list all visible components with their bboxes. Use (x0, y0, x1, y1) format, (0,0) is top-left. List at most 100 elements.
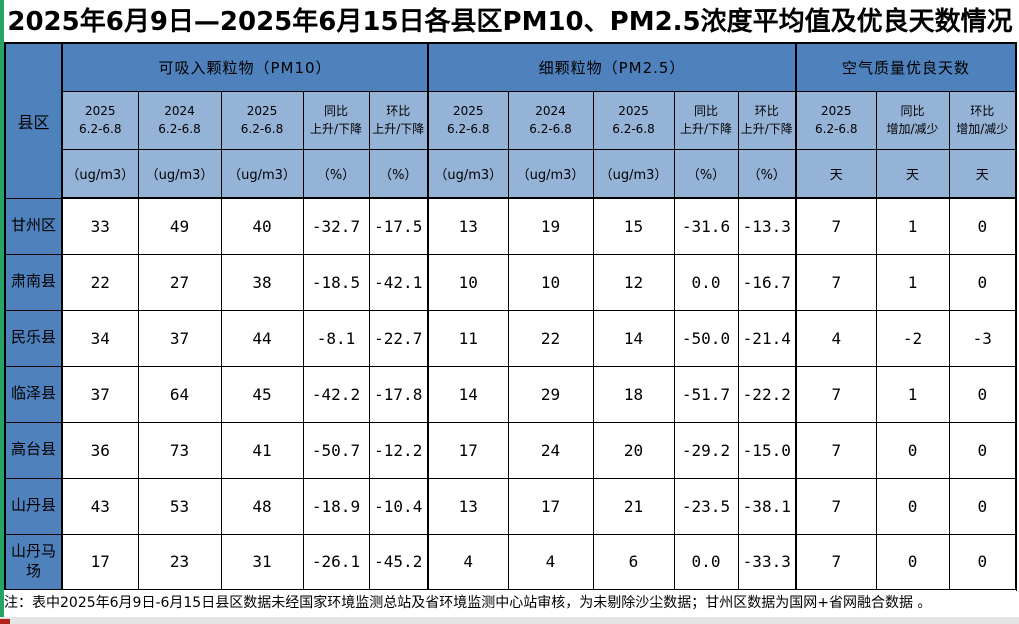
group-header-good-days: 空气质量优良天数 (795, 42, 1017, 92)
value-cell: 13 (427, 197, 509, 255)
table-row: 甘州区 33 49 40 -32.7 -17.5 13 19 15 -31.6 -13.3 7 1 0 (4, 197, 1017, 255)
value-cell: 7 (795, 365, 877, 423)
value-cell: 0 (948, 253, 1017, 311)
group-header-pm10: 可吸入颗粒物（PM10） (61, 42, 429, 92)
footnote: 注：表中2025年6月9日-6月15日县区数据未经国家环境监测总站及省环境监测中… (4, 590, 1016, 617)
value-cell: 34 (61, 309, 139, 367)
value-cell: 0.0 (673, 253, 739, 311)
value-cell: 36 (61, 421, 139, 479)
value-cell: -15.0 (737, 421, 797, 479)
unit-cell: （ug/m3） (507, 148, 594, 199)
value-cell: -26.1 (302, 533, 370, 591)
county-cell: 山丹县 (4, 477, 63, 535)
col-header-pm25-2024: 2024 6.2-6.8 (507, 90, 594, 150)
value-cell: 7 (795, 477, 877, 535)
value-cell: -51.7 (673, 365, 739, 423)
unit-cell: （ug/m3） (427, 148, 509, 199)
value-cell: 0 (875, 421, 950, 479)
value-cell: -21.4 (737, 309, 797, 367)
value-cell: 22 (507, 309, 594, 367)
value-cell: 7 (795, 253, 877, 311)
value-cell: -22.7 (368, 309, 429, 367)
county-column-header: 县区 (4, 42, 63, 199)
unit-cell: 天 (875, 148, 950, 199)
value-cell: 21 (592, 477, 675, 535)
value-cell: 23 (137, 533, 222, 591)
col-header-pm25-mom: 环比 上升/下降 (737, 90, 797, 150)
window-edge-bottom (0, 617, 1019, 624)
page-title: 2025年6月9日—2025年6月15日各县区PM10、PM2.5浓度平均值及优… (7, 7, 1013, 37)
value-cell: 11 (427, 309, 509, 367)
county-cell: 肃南县 (4, 253, 63, 311)
value-cell: -16.7 (737, 253, 797, 311)
value-cell: 4 (795, 309, 877, 367)
value-cell: -18.9 (302, 477, 370, 535)
table-row: 高台县 36 73 41 -50.7 -12.2 17 24 20 -29.2 -15.0 7 0 0 (4, 421, 1017, 479)
county-cell: 甘州区 (4, 197, 63, 255)
value-cell: 14 (427, 365, 509, 423)
value-cell: 64 (137, 365, 222, 423)
col-header-days-mom: 环比 增加/减少 (948, 90, 1017, 150)
value-cell: -45.2 (368, 533, 429, 591)
unit-cell: （ug/m3） (592, 148, 675, 199)
col-header-pm25-2025: 2025 6.2-6.8 (427, 90, 509, 150)
value-cell: -42.1 (368, 253, 429, 311)
value-cell: 22 (61, 253, 139, 311)
value-cell: 27 (137, 253, 222, 311)
table-row: 临泽县 37 64 45 -42.2 -17.8 14 29 18 -51.7 -22.2 7 1 0 (4, 365, 1017, 423)
value-cell: 48 (220, 477, 304, 535)
value-cell: 19 (507, 197, 594, 255)
value-cell: 73 (137, 421, 222, 479)
col-header-pm10-mom: 环比 上升/下降 (368, 90, 429, 150)
unit-cell: （%） (368, 148, 429, 199)
col-header-days-2025: 2025 6.2-6.8 (795, 90, 877, 150)
value-cell: -23.5 (673, 477, 739, 535)
window-corner-accent (0, 619, 10, 624)
value-cell: 53 (137, 477, 222, 535)
unit-cell: （ug/m3） (137, 148, 222, 199)
value-cell: 15 (592, 197, 675, 255)
value-cell: 41 (220, 421, 304, 479)
pm-data-table: 县区 可吸入颗粒物（PM10） 细颗粒物（PM2.5） 空气质量优良天数 202… (4, 42, 1018, 591)
value-cell: 0 (948, 197, 1017, 255)
value-cell: -17.5 (368, 197, 429, 255)
value-cell: 37 (137, 309, 222, 367)
value-cell: 0 (875, 533, 950, 591)
county-cell: 山丹马场 (4, 533, 63, 591)
value-cell: 4 (507, 533, 594, 591)
value-cell: -38.1 (737, 477, 797, 535)
value-cell: 40 (220, 197, 304, 255)
value-cell: -32.7 (302, 197, 370, 255)
table-row: 山丹马场 17 23 31 -26.1 -45.2 4 4 6 0.0 -33.3 7 0 0 (4, 533, 1017, 591)
value-cell: -2 (875, 309, 950, 367)
value-cell: 0 (948, 533, 1017, 591)
value-cell: -3 (948, 309, 1017, 367)
value-cell: 1 (875, 365, 950, 423)
value-cell: 10 (507, 253, 594, 311)
value-cell: 38 (220, 253, 304, 311)
col-header-pm25-yoy: 同比 上升/下降 (673, 90, 739, 150)
value-cell: 17 (507, 477, 594, 535)
value-cell: 17 (427, 421, 509, 479)
value-cell: -13.3 (737, 197, 797, 255)
value-cell: 0.0 (673, 533, 739, 591)
window-edge-left (0, 0, 4, 618)
period-header-row: 2025 6.2-6.8 2024 6.2-6.8 2025 6.2-6.8 同… (5, 90, 1017, 150)
value-cell: -18.5 (302, 253, 370, 311)
value-cell: 12 (592, 253, 675, 311)
value-cell: -31.6 (673, 197, 739, 255)
table-row: 肃南县 22 27 38 -18.5 -42.1 10 10 12 0.0 -16.7 7 1 0 (4, 253, 1017, 311)
value-cell: 18 (592, 365, 675, 423)
value-cell: 33 (61, 197, 139, 255)
value-cell: -42.2 (302, 365, 370, 423)
value-cell: 6 (592, 533, 675, 591)
units-header-row: （ug/m3） （ug/m3） （ug/m3） （%） （%） （ug/m3） … (5, 148, 1017, 199)
value-cell: 7 (795, 533, 877, 591)
value-cell: 43 (61, 477, 139, 535)
value-cell: 0 (875, 477, 950, 535)
value-cell: -17.8 (368, 365, 429, 423)
value-cell: 14 (592, 309, 675, 367)
value-cell: 17 (61, 533, 139, 591)
group-header-pm25: 细颗粒物（PM2.5） (426, 42, 797, 92)
